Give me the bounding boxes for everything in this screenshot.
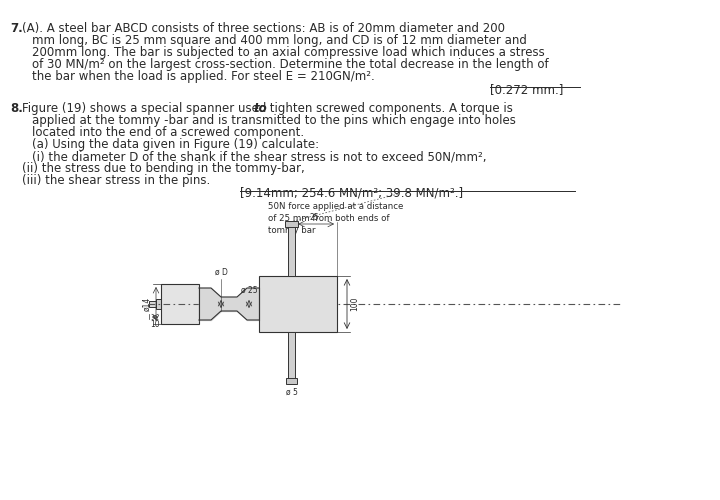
Text: located into the end of a screwed component.: located into the end of a screwed compon… [32,126,304,139]
Text: 200mm long. The bar is subjected to an axial compressive load which induces a st: 200mm long. The bar is subjected to an a… [32,46,545,59]
Text: (ii) the stress due to bending in the tommy-bar,: (ii) the stress due to bending in the to… [22,162,305,175]
Text: (iii) the shear stress in the pins.: (iii) the shear stress in the pins. [22,174,210,187]
Bar [288,332,295,384]
Text: 100: 100 [350,296,359,311]
Bar [287,378,297,384]
Text: (a) Using the data given in Figure (19) calculate:: (a) Using the data given in Figure (19) … [32,138,319,151]
Text: (A). A steel bar ABCD consists of three sections: AB is of 20mm diameter and 200: (A). A steel bar ABCD consists of three … [22,22,505,35]
Text: applied at the tommy -bar and is transmitted to the pins which engage into holes: applied at the tommy -bar and is transmi… [32,114,516,127]
Text: [0.272 mm.]: [0.272 mm.] [490,83,563,96]
Text: tighten screwed components. A torque is: tighten screwed components. A torque is [266,102,513,115]
Text: ø 5: ø 5 [286,388,297,397]
Text: 25: 25 [310,213,319,222]
Text: [9.14mm; 254.6 MN/m²; 39.8 MN/m².]: [9.14mm; 254.6 MN/m²; 39.8 MN/m².] [240,187,463,200]
Text: ø14: ø14 [143,297,152,311]
Text: Figure (19) shows a special spanner used: Figure (19) shows a special spanner used [22,102,270,115]
Text: ø D: ø D [215,268,228,277]
Bar [149,301,156,307]
Bar [161,284,199,324]
Bar [288,221,295,276]
Text: 7.: 7. [10,22,23,35]
Text: ø 25: ø 25 [240,286,257,295]
Text: 8.: 8. [10,102,23,115]
Text: to: to [253,102,266,115]
Bar [156,299,161,309]
Text: 10: 10 [150,320,160,329]
Text: mm long, BC is 25 mm square and 400 mm long, and CD is of 12 mm diameter and: mm long, BC is 25 mm square and 400 mm l… [32,34,527,47]
Text: 50N force applied at a distance
of 25 mm from both ends of
tommy bar: 50N force applied at a distance of 25 mm… [268,202,403,234]
Text: of 30 MN/m² on the largest cross-section. Determine the total decrease in the le: of 30 MN/m² on the largest cross-section… [32,58,549,71]
Bar [259,276,337,332]
Bar [285,221,298,227]
Text: the bar when the load is applied. For steel E = 210GN/m².: the bar when the load is applied. For st… [32,70,374,83]
Text: (i) the diameter D of the shank if the shear stress is not to exceed 50N/mm²,: (i) the diameter D of the shank if the s… [32,150,487,163]
